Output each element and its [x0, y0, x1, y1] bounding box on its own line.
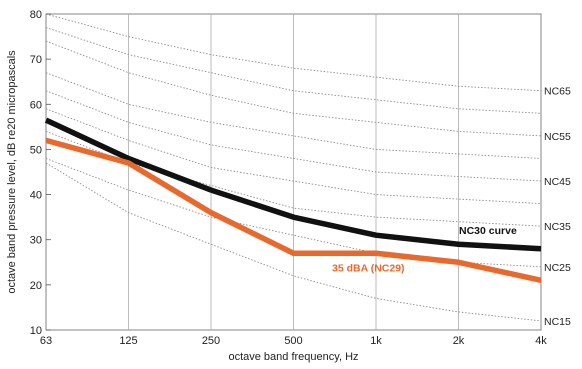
x-tick-label: 125 — [119, 335, 137, 347]
nc-reference-curve — [45, 90, 542, 182]
series-line — [45, 137, 542, 284]
series-line — [44, 117, 542, 252]
x-tick-label: 4k — [535, 335, 547, 347]
y-tick-label: 70 — [30, 54, 42, 66]
nc-reference-curve — [45, 13, 542, 92]
y-tick-label: 10 — [30, 325, 42, 337]
nc-reference-curves: NC65 NC55 NC45 NC35 NC25 NC15 — [45, 13, 571, 328]
nc-reference-curve — [45, 27, 542, 114]
series-label-nc30: NC30 curve — [459, 225, 517, 237]
y-tick-label: 30 — [30, 235, 42, 247]
nc-curve-label: NC25 — [544, 262, 571, 274]
y-axis-title: octave band pressure level, dB re20 micr… — [6, 50, 18, 294]
nc-curve-label: NC45 — [544, 176, 571, 188]
data-series: NC30 curve 35 dBA (NC29) — [44, 117, 542, 284]
x-tick-label: 63 — [40, 335, 52, 347]
nc-reference-curve — [45, 162, 542, 322]
y-tick-label: 20 — [30, 280, 42, 292]
nc-curve-label: NC55 — [544, 131, 571, 143]
y-tick-label: 40 — [30, 190, 42, 202]
x-tick-label: 1k — [370, 335, 382, 347]
x-tick-label: 2k — [453, 335, 465, 347]
nc-curve-label: NC35 — [544, 221, 571, 233]
nc-reference-curve — [45, 40, 542, 137]
y-tick-label: 50 — [30, 144, 42, 156]
series-label-dba: 35 dBA (NC29) — [332, 262, 405, 274]
nc-curve-label: NC65 — [544, 86, 571, 98]
y-tick-label: 60 — [30, 99, 42, 111]
nc-reference-curve — [45, 72, 542, 159]
y-tick-label: 80 — [30, 9, 42, 21]
grid-lines — [128, 14, 459, 330]
x-axis-title: octave band frequency, Hz — [228, 351, 358, 363]
axis-ticks: 63 125 250 500 1k 2k 4k 10 20 30 40 50 60 70 80 — [30, 9, 548, 347]
nc-curve-label: NC15 — [544, 316, 571, 328]
x-tick-label: 500 — [284, 335, 302, 347]
nc-reference-curve — [45, 108, 542, 205]
x-tick-label: 250 — [202, 335, 220, 347]
